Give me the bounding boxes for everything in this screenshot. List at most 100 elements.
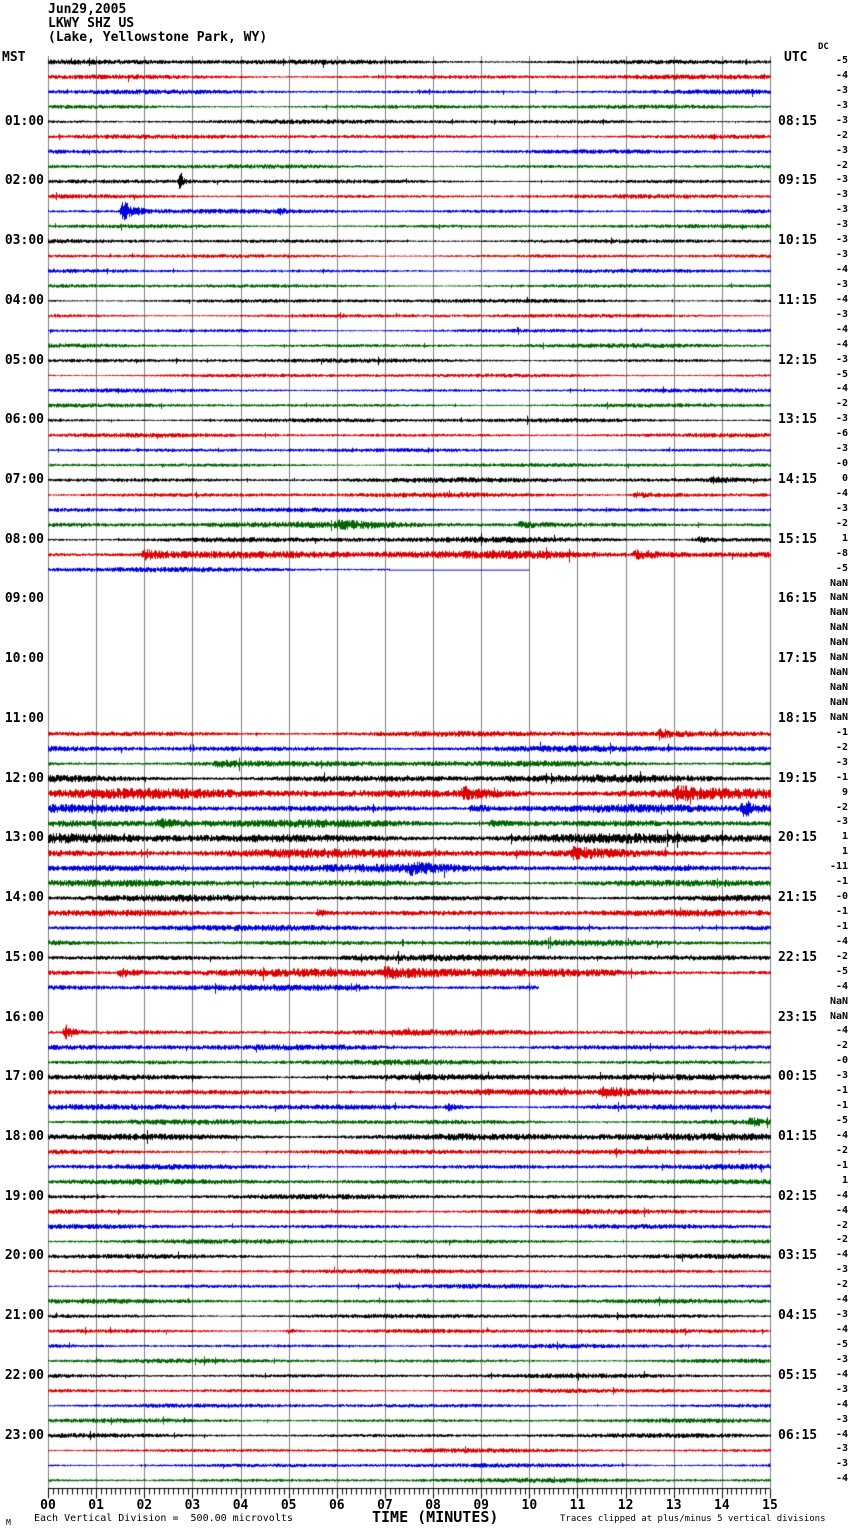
dc-offset-value: -3 bbox=[835, 413, 848, 425]
dc-offset-value: -4 bbox=[835, 264, 848, 276]
utc-hour-label: 15:15 bbox=[778, 531, 818, 547]
dc-offset-value: -3 bbox=[835, 1458, 848, 1470]
dc-offset-value: -4 bbox=[835, 1473, 848, 1485]
dc-offset-value: -3 bbox=[835, 99, 848, 111]
mst-hour-label: 06:00 bbox=[4, 412, 44, 428]
dc-axis-header: DC bbox=[818, 42, 829, 52]
utc-hour-label: 16:15 bbox=[778, 591, 818, 607]
utc-hour-label: 00:15 bbox=[778, 1069, 818, 1085]
dc-offset-value: -4 bbox=[835, 1129, 848, 1141]
mst-hour-label: 16:00 bbox=[4, 1009, 44, 1025]
utc-hour-label: 06:15 bbox=[778, 1427, 818, 1443]
x-axis-tick-label: 01 bbox=[88, 1498, 104, 1513]
dc-offset-value: -3 bbox=[835, 84, 848, 96]
dc-offset-value: NaN bbox=[829, 995, 848, 1007]
mst-hour-label: 09:00 bbox=[4, 591, 44, 607]
dc-offset-value: -3 bbox=[835, 1309, 848, 1321]
utc-hour-label: 19:15 bbox=[778, 770, 818, 786]
dc-offset-value: -0 bbox=[835, 458, 848, 470]
dc-offset-value: -3 bbox=[835, 756, 848, 768]
dc-offset-value: -2 bbox=[835, 129, 848, 141]
dc-offset-value: -1 bbox=[835, 1085, 848, 1097]
dc-offset-value: -4 bbox=[835, 1398, 848, 1410]
dc-offset-value: -3 bbox=[835, 353, 848, 365]
clip-note: Traces clipped at plus/minus 5 vertical … bbox=[560, 1514, 826, 1524]
dc-offset-value: -1 bbox=[835, 1159, 848, 1171]
header-station: LKWY SHZ US bbox=[48, 16, 135, 31]
dc-offset-value: -1 bbox=[835, 920, 848, 932]
dc-offset-value: 1 bbox=[841, 831, 848, 843]
dc-offset-value: NaN bbox=[829, 682, 848, 694]
dc-offset-value: -4 bbox=[835, 1428, 848, 1440]
dc-offset-value: -3 bbox=[835, 308, 848, 320]
dc-offset-value: NaN bbox=[829, 637, 848, 649]
x-axis-tick-label: 00 bbox=[40, 1498, 56, 1513]
dc-offset-value: -2 bbox=[835, 950, 848, 962]
utc-hour-label: 12:15 bbox=[778, 352, 818, 368]
mst-hour-label: 23:00 bbox=[4, 1427, 44, 1443]
dc-offset-value: -4 bbox=[835, 383, 848, 395]
dc-offset-value: -3 bbox=[835, 1413, 848, 1425]
dc-offset-value: -0 bbox=[835, 1055, 848, 1067]
x-axis-tick-label: 08 bbox=[425, 1498, 441, 1513]
x-axis-tick-label: 13 bbox=[665, 1498, 682, 1513]
x-axis-tick-label: 11 bbox=[569, 1498, 586, 1513]
mst-hour-label: 22:00 bbox=[4, 1367, 44, 1383]
utc-hour-label: 05:15 bbox=[778, 1367, 818, 1383]
header-location: (Lake, Yellowstone Park, WY) bbox=[48, 30, 268, 45]
utc-hour-label: 20:15 bbox=[778, 830, 818, 846]
utc-hour-label: 11:15 bbox=[778, 292, 818, 308]
dc-offset-value: -4 bbox=[835, 69, 848, 81]
x-axis-title: TIME (MINUTES) bbox=[372, 1508, 499, 1526]
x-axis-tick-label: 05 bbox=[280, 1498, 297, 1513]
dc-offset-value: -3 bbox=[835, 443, 848, 455]
dc-offset-value: -3 bbox=[835, 174, 848, 186]
dc-offset-value: -2 bbox=[835, 1219, 848, 1231]
dc-offset-value: NaN bbox=[829, 652, 848, 664]
utc-hour-label: 09:15 bbox=[778, 173, 818, 189]
dc-offset-value: -2 bbox=[835, 1040, 848, 1052]
dc-offset-value: -3 bbox=[835, 219, 848, 231]
dc-offset-value: -5 bbox=[835, 55, 848, 66]
x-axis-tick-label: 10 bbox=[521, 1498, 538, 1513]
dc-offset-value: -4 bbox=[835, 935, 848, 947]
dc-offset-value: -4 bbox=[835, 1249, 848, 1261]
dc-offset-value: -4 bbox=[835, 293, 848, 305]
dc-offset-value: 1 bbox=[841, 1174, 848, 1186]
mst-hour-label: 13:00 bbox=[4, 830, 44, 846]
dc-offset-value: -5 bbox=[835, 562, 848, 574]
dc-offset-value: -3 bbox=[835, 278, 848, 290]
dc-offset-value: -2 bbox=[835, 1279, 848, 1291]
x-axis-tick-label: 06 bbox=[328, 1498, 345, 1513]
mst-hour-label: 21:00 bbox=[4, 1308, 44, 1324]
dc-offset-value: 1 bbox=[841, 846, 848, 858]
dc-offset-value: -4 bbox=[835, 1294, 848, 1306]
utc-hour-label: 23:15 bbox=[778, 1009, 818, 1025]
dc-offset-value: -3 bbox=[835, 1264, 848, 1276]
dc-offset-value: -1 bbox=[835, 771, 848, 783]
dc-offset-value: -2 bbox=[835, 398, 848, 410]
dc-offset-value: -4 bbox=[835, 338, 848, 350]
mst-hour-label: 02:00 bbox=[4, 173, 44, 189]
dc-offset-value: NaN bbox=[829, 592, 848, 604]
dc-offset-value: -4 bbox=[835, 1368, 848, 1380]
x-axis-tick-label: 14 bbox=[714, 1498, 730, 1513]
x-axis-tick-label: 09 bbox=[473, 1498, 490, 1513]
corner-mark: M bbox=[6, 1518, 11, 1527]
dc-offset-value: -1 bbox=[835, 726, 848, 738]
mst-hour-label: 07:00 bbox=[4, 472, 44, 488]
mst-hour-label: 19:00 bbox=[4, 1188, 44, 1204]
dc-offset-value: -3 bbox=[835, 204, 848, 216]
mst-hour-label: 14:00 bbox=[4, 890, 44, 906]
dc-offset-value: -11 bbox=[829, 861, 848, 873]
dc-offset-value: -5 bbox=[835, 368, 848, 380]
x-axis-tick-label: 15 bbox=[762, 1498, 778, 1513]
dc-offset-value: -5 bbox=[835, 1338, 848, 1350]
utc-hour-label: 21:15 bbox=[778, 890, 818, 906]
utc-hour-label: 02:15 bbox=[778, 1188, 818, 1204]
dc-offset-value: -2 bbox=[835, 741, 848, 753]
dc-offset-value: -2 bbox=[835, 801, 848, 813]
dc-offset-value: -0 bbox=[835, 891, 848, 903]
dc-offset-value: NaN bbox=[829, 696, 848, 708]
